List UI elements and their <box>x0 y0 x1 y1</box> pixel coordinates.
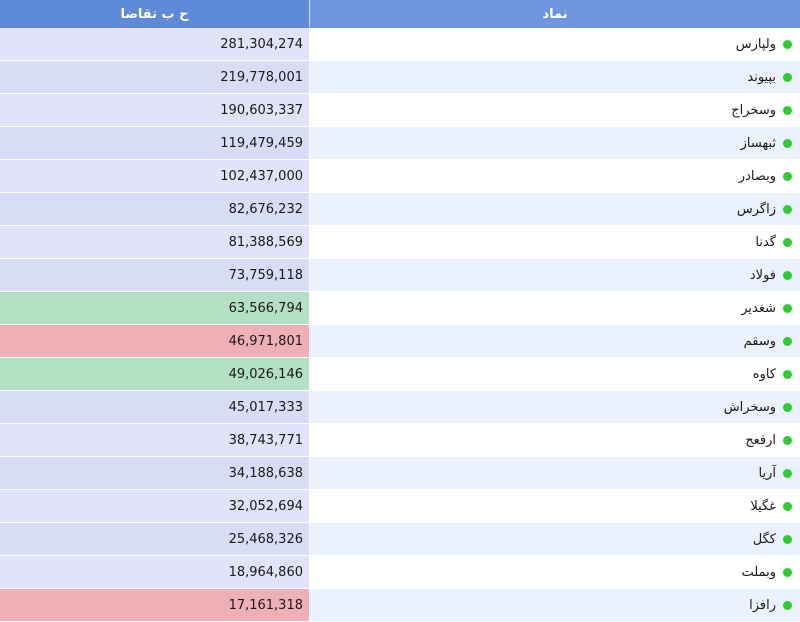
symbol-label[interactable]: کاوه <box>752 366 776 382</box>
symbol-label[interactable]: وبصادر <box>738 168 776 184</box>
table-row[interactable]: 49,026,146 کاوه <box>0 358 800 391</box>
table-row[interactable]: 17,161,318 رافزا <box>0 589 800 622</box>
status-dot-icon <box>783 369 792 379</box>
table-row[interactable]: 81,388,569 گدنا <box>0 226 800 259</box>
symbol-label[interactable]: وسخراج <box>731 102 776 118</box>
status-dot-icon <box>783 138 792 148</box>
table-body: 281,304,274 ولپارس 219,778,001 بپیوند 190,60… <box>0 28 800 622</box>
demand-value-cell: 219,778,001 <box>0 61 310 93</box>
status-dot-icon <box>783 270 792 280</box>
demand-value-cell: 119,479,459 <box>0 127 310 159</box>
demand-value-cell: 49,026,146 <box>0 358 310 390</box>
table-row[interactable]: 45,017,333 وسخراش <box>0 391 800 424</box>
symbol-label[interactable]: وسقم <box>743 333 776 349</box>
symbol-label[interactable]: وسخراش <box>723 399 776 415</box>
status-dot-icon <box>783 204 792 214</box>
table-row[interactable]: 18,964,860 وبملت <box>0 556 800 589</box>
table-row[interactable]: 34,188,638 آریا <box>0 457 800 490</box>
column-header-symbol[interactable]: نماد <box>542 6 568 22</box>
symbol-cell[interactable]: ولپارس <box>310 28 800 60</box>
symbol-label[interactable]: بپیوند <box>747 69 776 85</box>
demand-value-cell: 102,437,000 <box>0 160 310 192</box>
status-dot-icon <box>783 534 792 544</box>
status-dot-icon <box>783 567 792 577</box>
symbol-label[interactable]: ثبهساز <box>740 135 776 151</box>
status-dot-icon <box>783 468 792 478</box>
symbol-label[interactable]: زاگرس <box>736 201 776 217</box>
demand-value-cell: 32,052,694 <box>0 490 310 522</box>
status-dot-icon <box>783 72 792 82</box>
symbol-cell[interactable]: ارفعج <box>310 424 800 456</box>
demand-value-cell: 81,388,569 <box>0 226 310 258</box>
symbol-cell[interactable]: کاوه <box>310 358 800 390</box>
table-row[interactable]: 190,603,337 وسخراج <box>0 94 800 127</box>
status-dot-icon <box>783 237 792 247</box>
status-dot-icon <box>783 105 792 115</box>
symbol-label[interactable]: ارفعج <box>745 432 776 448</box>
symbol-label[interactable]: غگیلا <box>750 498 776 514</box>
demand-value-cell: 63,566,794 <box>0 292 310 324</box>
symbol-cell[interactable]: رافزا <box>310 589 800 621</box>
demand-value-cell: 281,304,274 <box>0 28 310 60</box>
status-dot-icon <box>783 336 792 346</box>
symbol-cell[interactable]: زاگرس <box>310 193 800 225</box>
table-row[interactable]: 281,304,274 ولپارس <box>0 28 800 61</box>
symbol-cell[interactable]: کگل <box>310 523 800 555</box>
demand-value-cell: 82,676,232 <box>0 193 310 225</box>
symbol-label[interactable]: آریا <box>758 465 776 481</box>
demand-value-cell: 46,971,801 <box>0 325 310 357</box>
status-dot-icon <box>783 303 792 313</box>
demand-value-cell: 18,964,860 <box>0 556 310 588</box>
status-dot-icon <box>783 600 792 610</box>
status-dot-icon <box>783 402 792 412</box>
table-row[interactable]: 63,566,794 شغدیر <box>0 292 800 325</box>
table-row[interactable]: 38,743,771 ارفعج <box>0 424 800 457</box>
symbol-cell[interactable]: وسخراش <box>310 391 800 423</box>
table-row[interactable]: 219,778,001 بپیوند <box>0 61 800 94</box>
status-dot-icon <box>783 435 792 445</box>
table-row[interactable]: 46,971,801 وسقم <box>0 325 800 358</box>
status-dot-icon <box>783 39 792 49</box>
table-row[interactable]: 102,437,000 وبصادر <box>0 160 800 193</box>
symbol-cell[interactable]: وسخراج <box>310 94 800 126</box>
demand-value-cell: 38,743,771 <box>0 424 310 456</box>
table-header: ح ب تقاضا نماد <box>0 0 800 28</box>
demand-value-cell: 190,603,337 <box>0 94 310 126</box>
status-dot-icon <box>783 501 792 511</box>
symbol-cell[interactable]: بپیوند <box>310 61 800 93</box>
symbol-cell[interactable]: وبملت <box>310 556 800 588</box>
demand-value-cell: 25,468,326 <box>0 523 310 555</box>
demand-value-cell: 17,161,318 <box>0 589 310 621</box>
symbol-cell[interactable]: فولاد <box>310 259 800 291</box>
symbol-label[interactable]: ولپارس <box>735 36 776 52</box>
demand-value-cell: 45,017,333 <box>0 391 310 423</box>
demand-value-cell: 73,759,118 <box>0 259 310 291</box>
table-row[interactable]: 73,759,118 فولاد <box>0 259 800 292</box>
symbol-cell[interactable]: وبصادر <box>310 160 800 192</box>
symbol-cell[interactable]: وسقم <box>310 325 800 357</box>
table-row[interactable]: 82,676,232 زاگرس <box>0 193 800 226</box>
symbol-label[interactable]: گدنا <box>755 234 776 250</box>
symbol-cell[interactable]: گدنا <box>310 226 800 258</box>
table-row[interactable]: 32,052,694 غگیلا <box>0 490 800 523</box>
symbol-label[interactable]: کگل <box>752 531 776 547</box>
symbol-label[interactable]: رافزا <box>749 597 776 613</box>
demand-value-cell: 34,188,638 <box>0 457 310 489</box>
symbol-cell[interactable]: ثبهساز <box>310 127 800 159</box>
symbol-cell[interactable]: غگیلا <box>310 490 800 522</box>
symbol-label[interactable]: فولاد <box>749 267 776 283</box>
symbol-cell[interactable]: شغدیر <box>310 292 800 324</box>
table-row[interactable]: 119,479,459 ثبهساز <box>0 127 800 160</box>
symbol-label[interactable]: شغدیر <box>741 300 776 316</box>
column-header-demand[interactable]: ح ب تقاضا <box>0 0 310 28</box>
symbol-cell[interactable]: آریا <box>310 457 800 489</box>
table-row[interactable]: 25,468,326 کگل <box>0 523 800 556</box>
status-dot-icon <box>783 171 792 181</box>
symbol-label[interactable]: وبملت <box>741 564 776 580</box>
